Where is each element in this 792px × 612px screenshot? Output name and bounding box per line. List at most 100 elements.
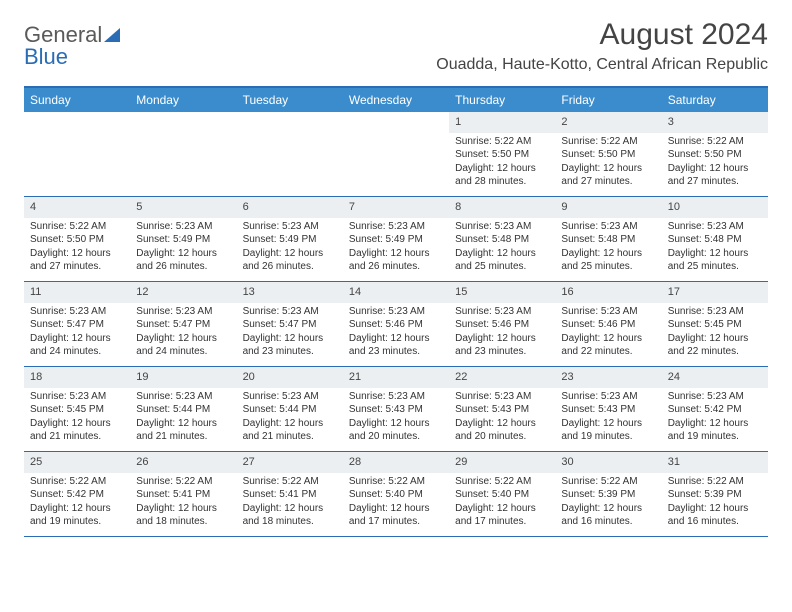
day-details: Sunrise: 5:23 AMSunset: 5:46 PMDaylight:… <box>555 303 661 364</box>
sunset-text: Sunset: 5:50 PM <box>30 233 124 247</box>
calendar-cell: 25 Sunrise: 5:22 AMSunset: 5:42 PMDayligh… <box>24 452 130 536</box>
daylight-text: Daylight: 12 hours and 16 minutes. <box>668 502 762 529</box>
day-details: Sunrise: 5:23 AMSunset: 5:46 PMDaylight:… <box>449 303 555 364</box>
sunset-text: Sunset: 5:47 PM <box>30 318 124 332</box>
calendar-cell: 23Sunrise: 5:23 AMSunset: 5:43 PMDayligh… <box>555 367 661 451</box>
day-header-sat: Saturday <box>662 88 768 112</box>
calendar-cell: 5Sunrise: 5:23 AMSunset: 5:49 PMDaylight… <box>130 197 236 281</box>
calendar-cell: 30Sunrise: 5:22 AMSunset: 5:39 PMDayligh… <box>555 452 661 536</box>
daylight-text: Daylight: 12 hours and 24 minutes. <box>30 332 124 359</box>
daylight-text: Daylight: 12 hours and 24 minutes. <box>136 332 230 359</box>
day-details: Sunrise: 5:23 AMSunset: 5:49 PMDaylight:… <box>237 218 343 279</box>
daylight-text: Daylight: 12 hours and 27 minutes. <box>561 162 655 189</box>
calendar-cell: 12Sunrise: 5:23 AMSunset: 5:47 PMDayligh… <box>130 282 236 366</box>
day-number: 8 <box>449 197 555 218</box>
daylight-text: Daylight: 12 hours and 19 minutes. <box>668 417 762 444</box>
sunrise-text: Sunrise: 5:22 AM <box>561 135 655 149</box>
day-number: 12 <box>130 282 236 303</box>
day-details: Sunrise: 5:22 AMSunset: 5:39 PMDaylight:… <box>555 473 661 534</box>
sunrise-text: Sunrise: 5:23 AM <box>668 390 762 404</box>
sunrise-text: Sunrise: 5:23 AM <box>349 220 443 234</box>
calendar-cell <box>237 112 343 196</box>
sunset-text: Sunset: 5:43 PM <box>349 403 443 417</box>
day-number: 25 <box>24 452 130 473</box>
daylight-text: Daylight: 12 hours and 28 minutes. <box>455 162 549 189</box>
sunrise-text: Sunrise: 5:23 AM <box>561 390 655 404</box>
sunset-text: Sunset: 5:42 PM <box>30 488 124 502</box>
calendar-cell: 17Sunrise: 5:23 AMSunset: 5:45 PMDayligh… <box>662 282 768 366</box>
calendar-cell: 18Sunrise: 5:23 AMSunset: 5:45 PMDayligh… <box>24 367 130 451</box>
calendar-cell: 22Sunrise: 5:23 AMSunset: 5:43 PMDayligh… <box>449 367 555 451</box>
sunrise-text: Sunrise: 5:23 AM <box>136 305 230 319</box>
daylight-text: Daylight: 12 hours and 25 minutes. <box>668 247 762 274</box>
day-details: Sunrise: 5:22 AMSunset: 5:50 PMDaylight:… <box>662 133 768 194</box>
day-details: Sunrise: 5:23 AMSunset: 5:48 PMDaylight:… <box>449 218 555 279</box>
sunrise-text: Sunrise: 5:23 AM <box>243 390 337 404</box>
sunrise-text: Sunrise: 5:22 AM <box>243 475 337 489</box>
daylight-text: Daylight: 12 hours and 27 minutes. <box>30 247 124 274</box>
location: Ouadda, Haute-Kotto, Central African Rep… <box>436 56 768 74</box>
sunset-text: Sunset: 5:46 PM <box>561 318 655 332</box>
calendar-cell: 20Sunrise: 5:23 AMSunset: 5:44 PMDayligh… <box>237 367 343 451</box>
sunrise-text: Sunrise: 5:22 AM <box>30 475 124 489</box>
sunrise-text: Sunrise: 5:23 AM <box>349 305 443 319</box>
sunrise-text: Sunrise: 5:23 AM <box>243 220 337 234</box>
logo-text-2: Blue <box>24 44 68 69</box>
week-row: 4Sunrise: 5:22 AMSunset: 5:50 PMDaylight… <box>24 197 768 282</box>
day-number: 14 <box>343 282 449 303</box>
calendar-cell: 31Sunrise: 5:22 AMSunset: 5:39 PMDayligh… <box>662 452 768 536</box>
sunset-text: Sunset: 5:40 PM <box>455 488 549 502</box>
daylight-text: Daylight: 12 hours and 26 minutes. <box>349 247 443 274</box>
day-number: 4 <box>24 197 130 218</box>
day-number: 10 <box>662 197 768 218</box>
day-details: Sunrise: 5:23 AMSunset: 5:45 PMDaylight:… <box>662 303 768 364</box>
logo-text: General Blue <box>24 24 120 68</box>
sunset-text: Sunset: 5:49 PM <box>243 233 337 247</box>
daylight-text: Daylight: 12 hours and 27 minutes. <box>668 162 762 189</box>
sunset-text: Sunset: 5:48 PM <box>455 233 549 247</box>
daylight-text: Daylight: 12 hours and 19 minutes. <box>30 502 124 529</box>
calendar-cell: 19Sunrise: 5:23 AMSunset: 5:44 PMDayligh… <box>130 367 236 451</box>
sunset-text: Sunset: 5:48 PM <box>668 233 762 247</box>
daynum-empty <box>24 112 130 133</box>
day-header-sun: Sunday <box>24 88 130 112</box>
day-details: Sunrise: 5:22 AMSunset: 5:41 PMDaylight:… <box>237 473 343 534</box>
day-number: 15 <box>449 282 555 303</box>
sunset-text: Sunset: 5:46 PM <box>349 318 443 332</box>
daylight-text: Daylight: 12 hours and 22 minutes. <box>561 332 655 359</box>
daylight-text: Daylight: 12 hours and 20 minutes. <box>349 417 443 444</box>
daylight-text: Daylight: 12 hours and 19 minutes. <box>561 417 655 444</box>
calendar-cell: 2Sunrise: 5:22 AMSunset: 5:50 PMDaylight… <box>555 112 661 196</box>
calendar-cell: 4Sunrise: 5:22 AMSunset: 5:50 PMDaylight… <box>24 197 130 281</box>
logo: General Blue <box>24 18 120 68</box>
sunrise-text: Sunrise: 5:23 AM <box>30 390 124 404</box>
sunset-text: Sunset: 5:50 PM <box>561 148 655 162</box>
sunset-text: Sunset: 5:43 PM <box>455 403 549 417</box>
weeks-container: 1Sunrise: 5:22 AMSunset: 5:50 PMDaylight… <box>24 112 768 537</box>
calendar-cell: 27Sunrise: 5:22 AMSunset: 5:41 PMDayligh… <box>237 452 343 536</box>
calendar-cell: 14Sunrise: 5:23 AMSunset: 5:46 PMDayligh… <box>343 282 449 366</box>
week-row: 1Sunrise: 5:22 AMSunset: 5:50 PMDaylight… <box>24 112 768 197</box>
calendar-cell: 6Sunrise: 5:23 AMSunset: 5:49 PMDaylight… <box>237 197 343 281</box>
day-details: Sunrise: 5:23 AMSunset: 5:47 PMDaylight:… <box>130 303 236 364</box>
sunset-text: Sunset: 5:48 PM <box>561 233 655 247</box>
sunset-text: Sunset: 5:40 PM <box>349 488 443 502</box>
calendar-cell: 3Sunrise: 5:22 AMSunset: 5:50 PMDaylight… <box>662 112 768 196</box>
daylight-text: Daylight: 12 hours and 23 minutes. <box>455 332 549 359</box>
daylight-text: Daylight: 12 hours and 20 minutes. <box>455 417 549 444</box>
day-details: Sunrise: 5:22 AMSunset: 5:40 PMDaylight:… <box>449 473 555 534</box>
day-details: Sunrise: 5:23 AMSunset: 5:44 PMDaylight:… <box>237 388 343 449</box>
day-details: Sunrise: 5:22 AMSunset: 5:50 PMDaylight:… <box>24 218 130 279</box>
day-header-row: Sunday Monday Tuesday Wednesday Thursday… <box>24 88 768 112</box>
sunset-text: Sunset: 5:45 PM <box>668 318 762 332</box>
daynum-empty <box>237 112 343 133</box>
day-details: Sunrise: 5:22 AMSunset: 5:40 PMDaylight:… <box>343 473 449 534</box>
day-details: Sunrise: 5:23 AMSunset: 5:43 PMDaylight:… <box>449 388 555 449</box>
sunset-text: Sunset: 5:41 PM <box>136 488 230 502</box>
day-number: 20 <box>237 367 343 388</box>
day-number: 23 <box>555 367 661 388</box>
sunset-text: Sunset: 5:46 PM <box>455 318 549 332</box>
daynum-empty <box>343 112 449 133</box>
day-header-tue: Tuesday <box>237 88 343 112</box>
day-details: Sunrise: 5:23 AMSunset: 5:43 PMDaylight:… <box>343 388 449 449</box>
